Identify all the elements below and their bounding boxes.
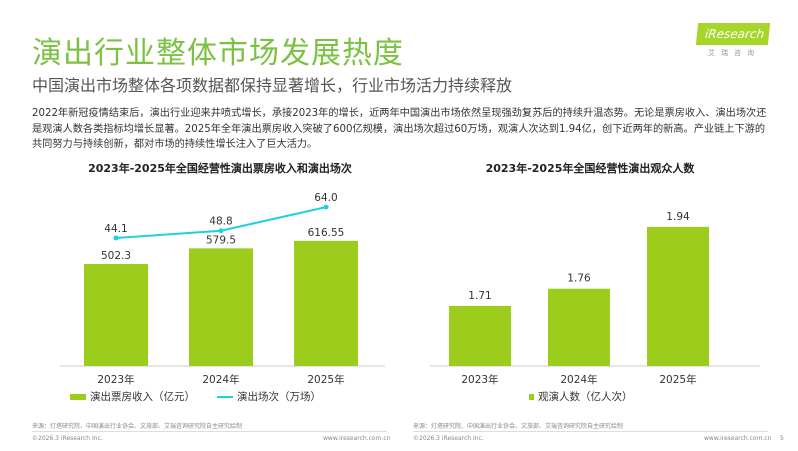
audience-bar	[548, 288, 610, 366]
copyright-right: ©2026.3 iResearch Inc.	[413, 435, 484, 442]
audience-bar	[449, 305, 511, 366]
summary-paragraph: 2022年新冠疫情结束后，演出行业迎来井喷式增长，承接2023年的增长，近两年中…	[32, 108, 767, 150]
footer-divider	[413, 431, 768, 432]
x-tick-label: 2025年	[659, 373, 696, 386]
chart2-legend: 观演人数（亿人次）	[529, 389, 633, 404]
audience-data-label: 1.76	[567, 273, 591, 285]
x-tick-label: 2025年	[307, 373, 344, 386]
source-note-left: 来源：灯塔研究院、中国演出行业协会、文旅部、艾瑞咨询研究院自主研究绘制	[32, 423, 243, 430]
x-tick-label: 2023年	[97, 373, 134, 386]
revenue-bar	[294, 240, 358, 366]
legend-label-shows: 演出场次（万场）	[237, 391, 321, 403]
x-tick-label: 2023年	[461, 373, 498, 386]
revenue-data-label: 502.3	[101, 250, 131, 262]
audience-data-label: 1.94	[666, 211, 690, 223]
bar-legend-swatch-icon	[529, 393, 534, 400]
audience-bar	[647, 226, 709, 366]
copyright-left: ©2026.3 iResearch Inc.	[32, 435, 103, 442]
legend-label-revenue: 演出票房收入（亿元）	[90, 391, 195, 403]
shows-data-label: 48.8	[209, 216, 232, 228]
page-number: 5	[780, 435, 784, 442]
logo-subtext: 艾瑞咨询	[708, 49, 760, 57]
revenue-bar	[84, 264, 148, 366]
page-subtitle: 中国演出市场整体各项数据都保持显著增长，行业市场活力持续释放	[32, 76, 513, 95]
x-tick-label: 2024年	[560, 373, 597, 386]
shows-data-label: 64.0	[314, 192, 337, 204]
footer-divider	[32, 431, 387, 432]
chart2-title: 2023年-2025年全国经营性演出观众人数	[485, 162, 695, 175]
audience-data-label: 1.71	[468, 290, 491, 302]
chart1-title: 2023年-2025年全国经营性演出票房收入和演出场次	[88, 162, 352, 175]
source-note-right: 来源：灯塔研究院、中国演出行业协会、文旅部、艾瑞咨询研究院自主研究绘制	[413, 423, 624, 430]
shows-point	[113, 235, 119, 241]
shows-point	[218, 228, 224, 234]
shows-point	[323, 204, 329, 210]
url-left: www.iresearch.com.cn	[323, 435, 391, 442]
page-title: 演出行业整体市场发展热度	[32, 36, 404, 71]
revenue-data-label: 579.5	[206, 234, 236, 246]
revenue-data-label: 616.55	[308, 227, 345, 239]
x-tick-label: 2024年	[202, 373, 239, 386]
revenue-bar	[189, 248, 253, 366]
shows-data-label: 44.1	[104, 223, 127, 235]
bar-legend-swatch-icon	[70, 393, 86, 400]
url-right: www.iresearch.com.cn	[704, 435, 772, 442]
legend-label-audience: 观演人数（亿人次）	[538, 391, 633, 403]
chart1-legend: 演出票房收入（亿元） 演出场次（万场）	[70, 389, 321, 404]
line-legend-swatch-icon	[217, 395, 233, 398]
